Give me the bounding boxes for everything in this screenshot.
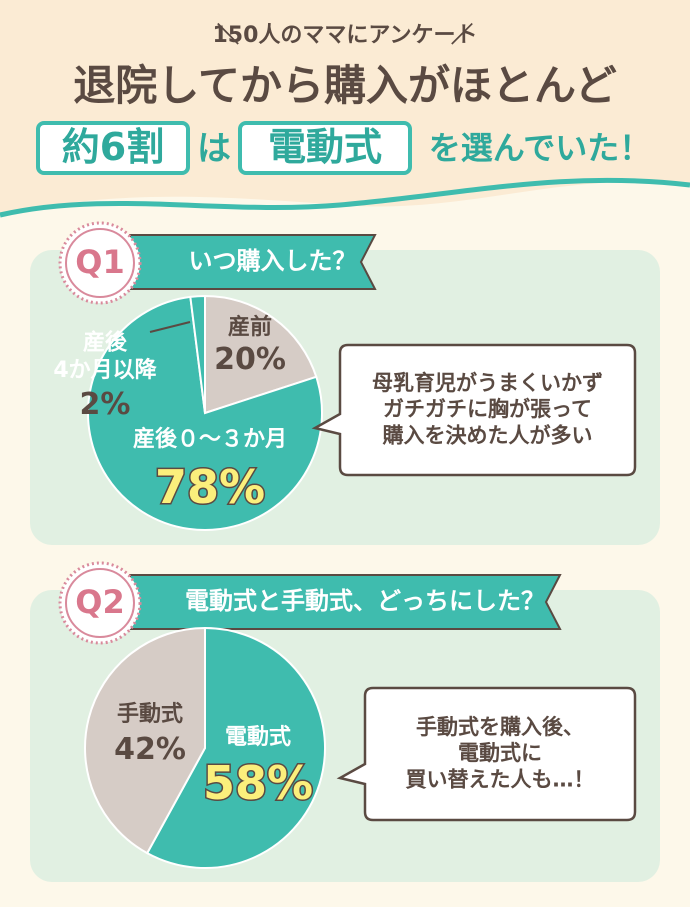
pie-slice xyxy=(204,294,318,415)
callout xyxy=(336,686,637,822)
chart: 電動式と手動式、どっちにした？ Q2 電動式 58% 手動式 42% 手動式を購入後、電動式… xyxy=(30,561,660,882)
callout xyxy=(311,343,637,477)
highlight: 約6割 xyxy=(62,125,164,169)
leader-line xyxy=(149,321,191,333)
pie-slice xyxy=(189,294,206,414)
pie-slice xyxy=(87,295,323,531)
slice-value: 20% xyxy=(214,342,286,377)
badge xyxy=(58,561,142,645)
wave xyxy=(0,177,690,218)
callout-text: 母乳育児がうまくいかずガチガチに胸が張って購入を決めた人が多い xyxy=(372,371,603,448)
slice-label: 手動式 xyxy=(117,702,183,727)
title: 退院してから購入がほとんど xyxy=(73,61,616,110)
title-part: は xyxy=(197,129,231,169)
badge-text: Q1 xyxy=(75,243,124,281)
slice-value: 42% xyxy=(114,732,186,767)
highlight: 電動式 xyxy=(268,125,382,169)
slash: ／ xyxy=(451,23,473,48)
slice-label: 産後０～３か月 xyxy=(133,426,287,452)
question: 電動式と手動式、どっちにした？ xyxy=(185,587,545,615)
title-part: を選んでいた！ xyxy=(429,129,651,167)
highlight-box xyxy=(36,121,190,175)
slash: ＼ xyxy=(217,23,239,48)
pie-slice xyxy=(145,626,326,869)
highlight-box xyxy=(238,121,412,175)
slice-value: 58% xyxy=(203,756,313,810)
slice-label: 電動式 xyxy=(225,725,291,750)
badge-ring xyxy=(65,568,135,638)
slice-value: 2% xyxy=(80,387,131,422)
slice-label: 産後 4か月以降 xyxy=(53,329,157,383)
slice-label: 産前 xyxy=(228,314,272,340)
badge xyxy=(58,221,142,305)
badge-ring xyxy=(65,228,135,298)
callout-text: 手動式を購入後、電動式に買い替えた人も…！ xyxy=(406,715,595,792)
slice-value: 78% xyxy=(155,460,265,514)
badge-text: Q2 xyxy=(75,583,124,621)
pie-slice xyxy=(84,626,206,855)
question: いつ購入した？ xyxy=(189,247,357,275)
lead: 150人のママにアンケート xyxy=(212,23,477,48)
